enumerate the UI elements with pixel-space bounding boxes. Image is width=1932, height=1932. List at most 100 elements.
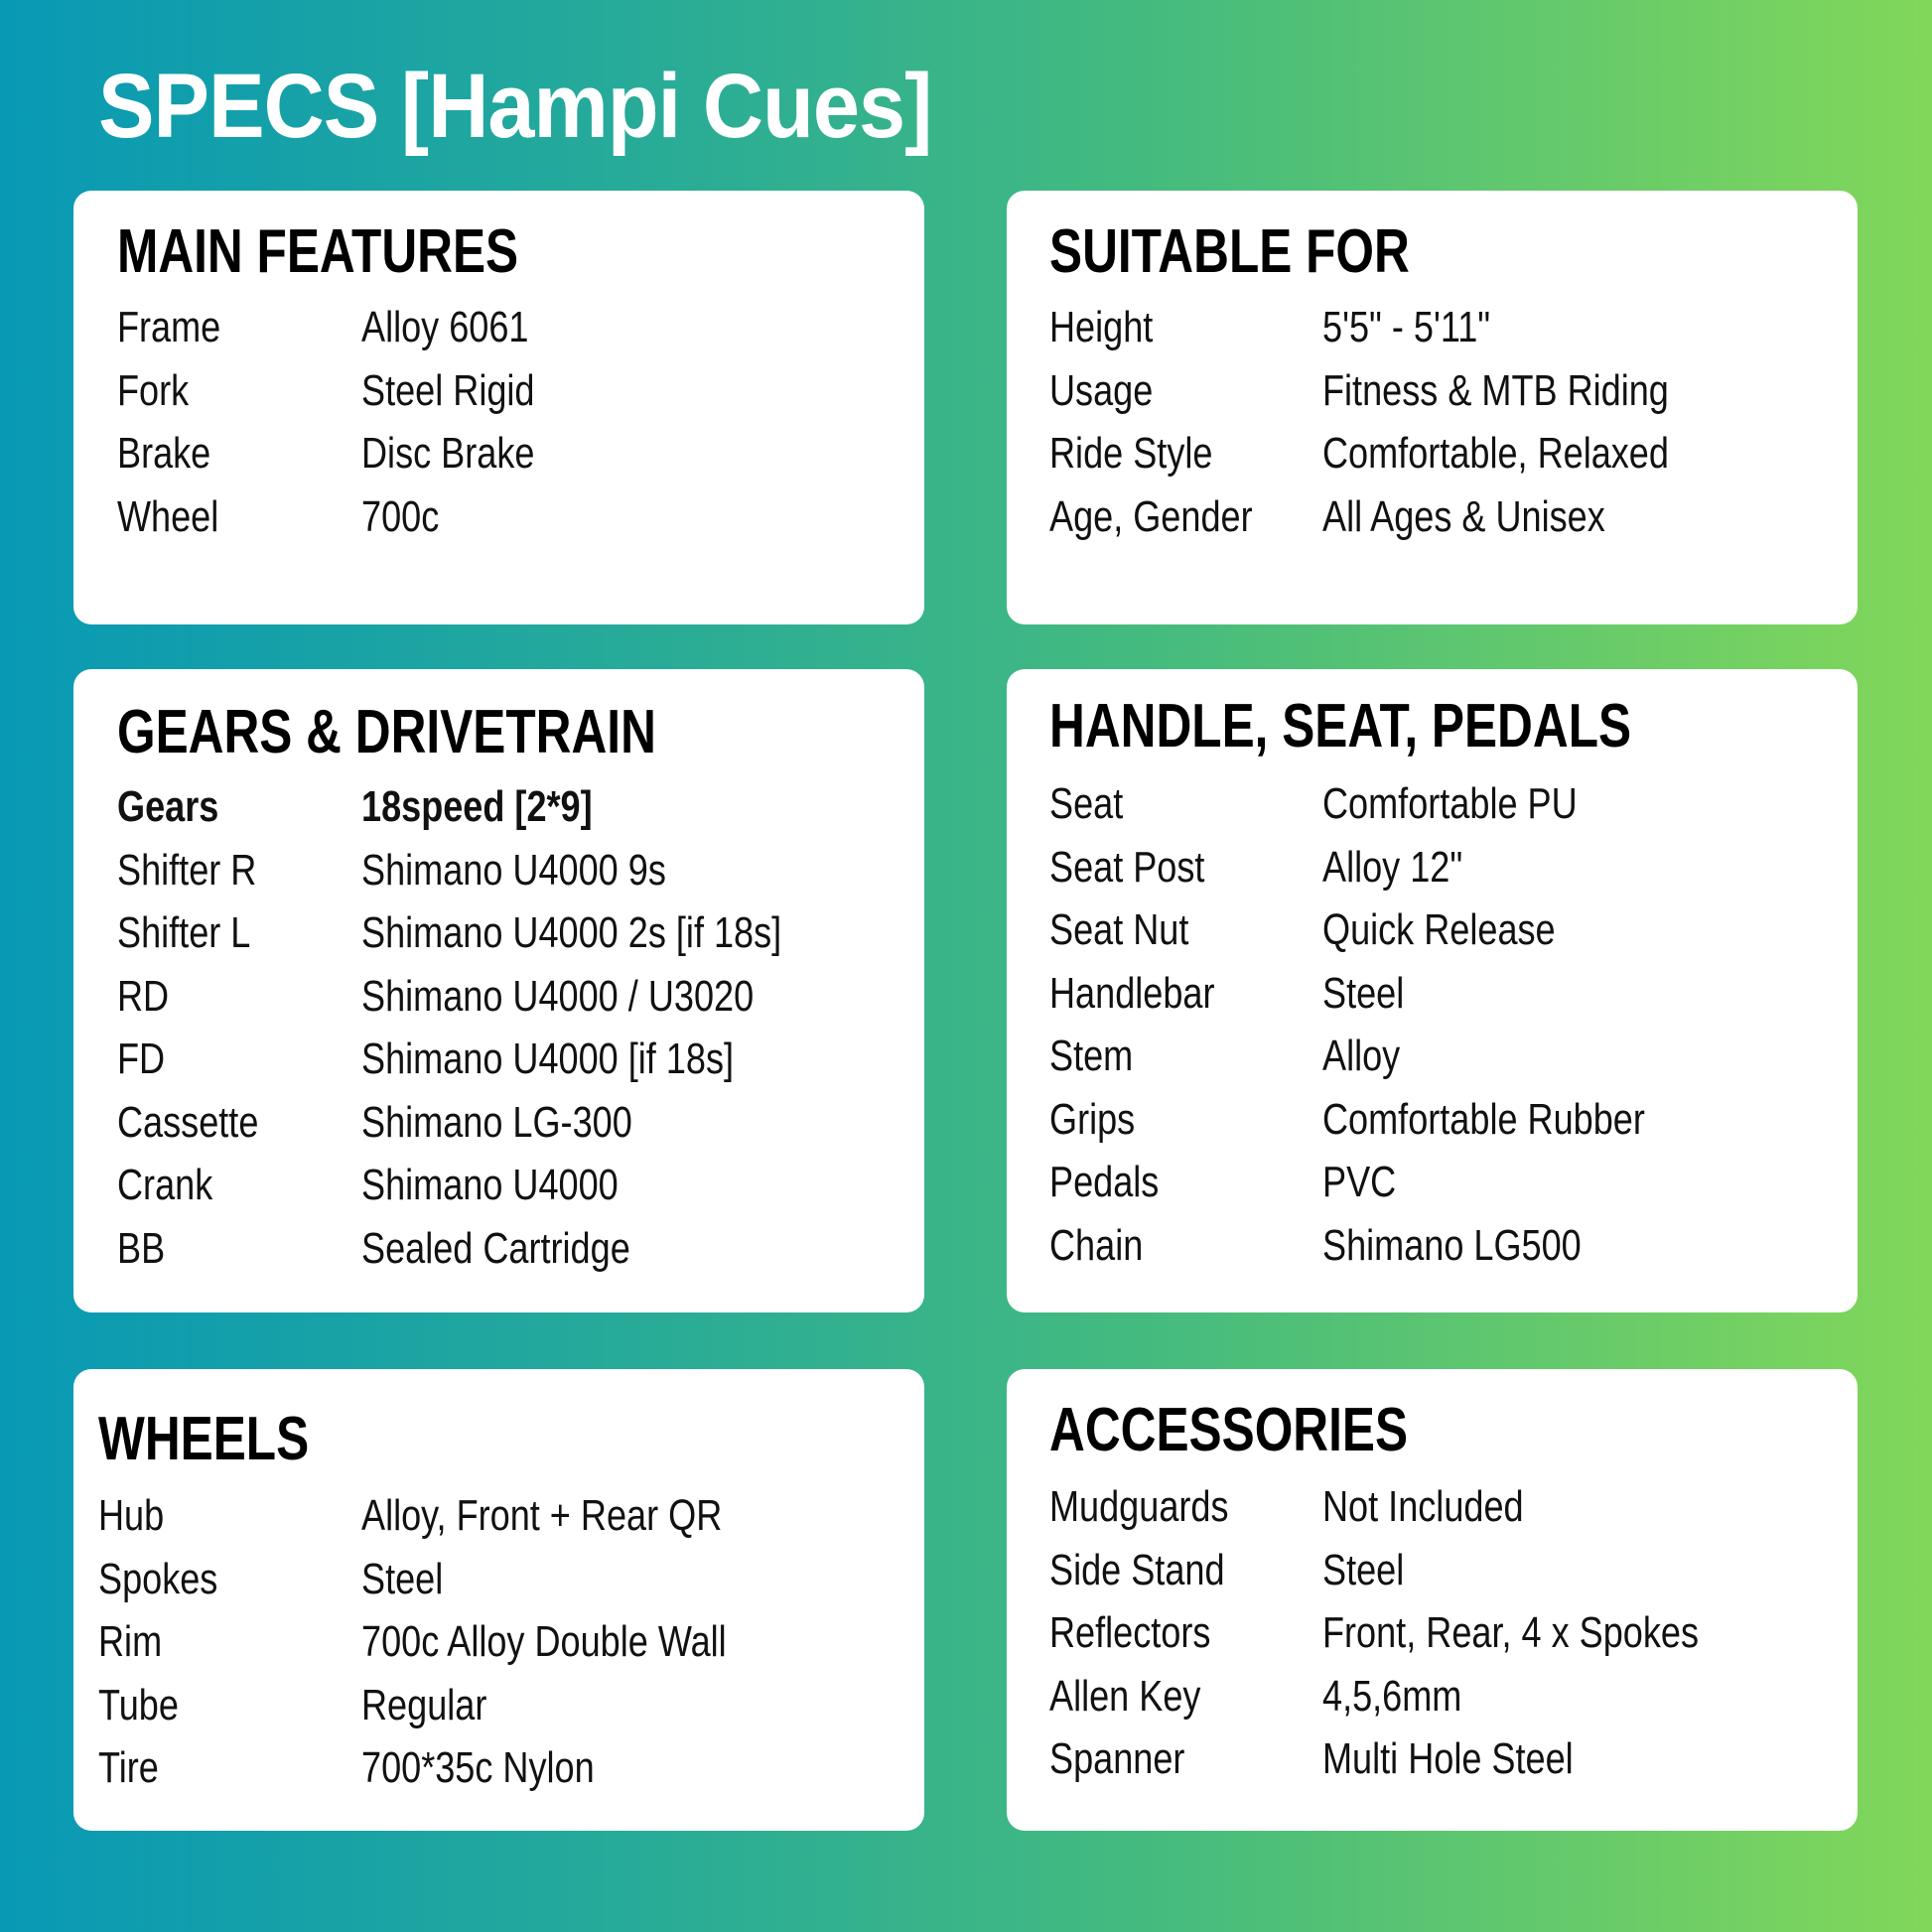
spec-list: Hub Alloy, Front + Rear QR Spokes Steel Rim 7… — [98, 1484, 924, 1800]
spec-label: Rim — [98, 1617, 163, 1666]
spec-list: Height 5'5" - 5'11" Usage Fitness & MTB Rid… — [1049, 296, 1858, 548]
card-wheels: WHEELS Hub Alloy, Front + Rear QR Spokes St… — [73, 1369, 924, 1831]
spec-value: Shimano U4000 / U3020 — [361, 971, 755, 1021]
spec-value: Steel — [361, 1554, 444, 1603]
spec-list: Seat Comfortable PU Seat Post Alloy 12" Seat… — [1049, 772, 1858, 1277]
spec-label: Fork — [117, 365, 190, 415]
spec-label: Hub — [98, 1491, 165, 1540]
spec-label: Brake — [117, 429, 211, 478]
spec-value: Shimano U4000 — [361, 1161, 619, 1209]
spec-value: 18speed [2*9] — [361, 782, 593, 831]
spec-label: Reflectors — [1049, 1608, 1211, 1657]
spec-row: Stem Alloy — [1049, 1025, 1858, 1088]
spec-value: Steel — [1322, 1545, 1405, 1594]
spec-row: Grips Comfortable Rubber — [1049, 1088, 1858, 1152]
spec-value: Alloy — [1322, 1032, 1401, 1080]
card-heading: HANDLE, SEAT, PEDALS — [1049, 692, 1632, 760]
spec-label: Tire — [98, 1743, 159, 1792]
spec-value: Not Included — [1322, 1482, 1524, 1531]
spec-label: Usage — [1049, 365, 1154, 415]
spec-label: Cassette — [117, 1097, 259, 1147]
spec-row: Allen Key 4,5,6mm — [1049, 1665, 1858, 1728]
spec-label: Shifter R — [117, 845, 257, 895]
spec-row: Hub Alloy, Front + Rear QR — [98, 1484, 924, 1548]
spec-value: Sealed Cartridge — [361, 1223, 630, 1273]
card-heading: SUITABLE FOR — [1049, 217, 1410, 286]
spec-label: BB — [117, 1223, 166, 1273]
spec-row: Reflectors Front, Rear, 4 x Spokes — [1049, 1601, 1858, 1665]
spec-row: Height 5'5" - 5'11" — [1049, 296, 1858, 359]
spec-row: Chain Shimano LG500 — [1049, 1214, 1858, 1278]
spec-label: Stem — [1049, 1032, 1134, 1080]
spec-row: BB Sealed Cartridge — [117, 1217, 924, 1281]
card-suitable-for: SUITABLE FOR Height 5'5" - 5'11" Usage Fitn… — [1007, 191, 1858, 624]
spec-value: Steel — [1322, 968, 1405, 1018]
spec-value: PVC — [1322, 1158, 1397, 1206]
spec-label: Mudguards — [1049, 1482, 1229, 1531]
spec-value: Shimano U4000 2s [if 18s] — [361, 908, 782, 957]
spec-value: Fitness & MTB Riding — [1322, 365, 1669, 415]
spec-value: Quick Release — [1322, 905, 1556, 954]
spec-value: 700c — [361, 491, 440, 541]
spec-value: Alloy, Front + Rear QR — [361, 1491, 723, 1540]
spec-label: Seat Nut — [1049, 905, 1189, 954]
spec-label: Age, Gender — [1049, 491, 1253, 541]
card-heading: GEARS & DRIVETRAIN — [117, 698, 656, 766]
spec-row: Spanner Multi Hole Steel — [1049, 1727, 1858, 1791]
spec-label: RD — [117, 971, 170, 1021]
spec-value: Shimano LG500 — [1322, 1220, 1582, 1270]
spec-list: Frame Alloy 6061 Fork Steel Rigid Brake Disc … — [117, 296, 924, 548]
spec-label: Pedals — [1049, 1158, 1160, 1206]
spec-label: Side Stand — [1049, 1545, 1225, 1594]
spec-row: Cassette Shimano LG-300 — [117, 1091, 924, 1155]
spec-value: Comfortable PU — [1322, 779, 1578, 828]
card-gears-drivetrain: GEARS & DRIVETRAIN Gears 18speed [2*9] Shi… — [73, 669, 924, 1312]
page-title: SPECS [Hampi Cues] — [98, 56, 932, 157]
spec-row: Pedals PVC — [1049, 1151, 1858, 1214]
spec-value: Shimano U4000 [if 18s] — [361, 1035, 735, 1083]
spec-value: Alloy 6061 — [361, 303, 529, 351]
spec-row: FD Shimano U4000 [if 18s] — [117, 1028, 924, 1091]
spec-row: Age, Gender All Ages & Unisex — [1049, 485, 1858, 549]
spec-label: Allen Key — [1049, 1671, 1201, 1721]
spec-label: Gears — [117, 782, 219, 831]
spec-value: Shimano U4000 9s — [361, 845, 666, 895]
spec-label: Wheel — [117, 491, 219, 541]
spec-row: Shifter L Shimano U4000 2s [if 18s] — [117, 901, 924, 965]
spec-label: Chain — [1049, 1220, 1144, 1270]
spec-value: Regular — [361, 1680, 487, 1729]
spec-label: Spanner — [1049, 1734, 1185, 1783]
spec-list: Mudguards Not Included Side Stand Steel Refl… — [1049, 1475, 1858, 1791]
spec-row: Seat Post Alloy 12" — [1049, 836, 1858, 899]
spec-row: RD Shimano U4000 / U3020 — [117, 965, 924, 1029]
spec-value: 700*35c Nylon — [361, 1743, 595, 1792]
card-handle-seat-pedals: HANDLE, SEAT, PEDALS Seat Comfortable PU S… — [1007, 669, 1858, 1312]
spec-row: Tire 700*35c Nylon — [98, 1736, 924, 1800]
spec-label: Seat — [1049, 779, 1124, 828]
card-heading: WHEELS — [98, 1405, 310, 1473]
spec-row: Rim 700c Alloy Double Wall — [98, 1610, 924, 1674]
spec-row: Mudguards Not Included — [1049, 1475, 1858, 1539]
spec-value: 700c Alloy Double Wall — [361, 1617, 727, 1666]
spec-row: Seat Comfortable PU — [1049, 772, 1858, 836]
card-accessories: ACCESSORIES Mudguards Not Included Side St… — [1007, 1369, 1858, 1831]
spec-row: Spokes Steel — [98, 1548, 924, 1611]
spec-row: Crank Shimano U4000 — [117, 1154, 924, 1217]
spec-label: Ride Style — [1049, 429, 1213, 478]
spec-row: Tube Regular — [98, 1674, 924, 1737]
spec-row: Shifter R Shimano U4000 9s — [117, 839, 924, 902]
spec-value: Shimano LG-300 — [361, 1097, 632, 1147]
spec-label: Shifter L — [117, 908, 251, 957]
spec-value: Disc Brake — [361, 429, 535, 478]
spec-value: Front, Rear, 4 x Spokes — [1322, 1608, 1700, 1657]
spec-row: Ride Style Comfortable, Relaxed — [1049, 422, 1858, 485]
spec-value: Multi Hole Steel — [1322, 1734, 1574, 1783]
card-heading: MAIN FEATURES — [117, 217, 519, 286]
spec-row: Fork Steel Rigid — [117, 359, 924, 423]
spec-row: Brake Disc Brake — [117, 422, 924, 485]
spec-label: Handlebar — [1049, 968, 1215, 1018]
spec-value: All Ages & Unisex — [1322, 491, 1605, 541]
spec-row: Side Stand Steel — [1049, 1539, 1858, 1602]
spec-row: Frame Alloy 6061 — [117, 296, 924, 359]
spec-label: Grips — [1049, 1094, 1136, 1144]
